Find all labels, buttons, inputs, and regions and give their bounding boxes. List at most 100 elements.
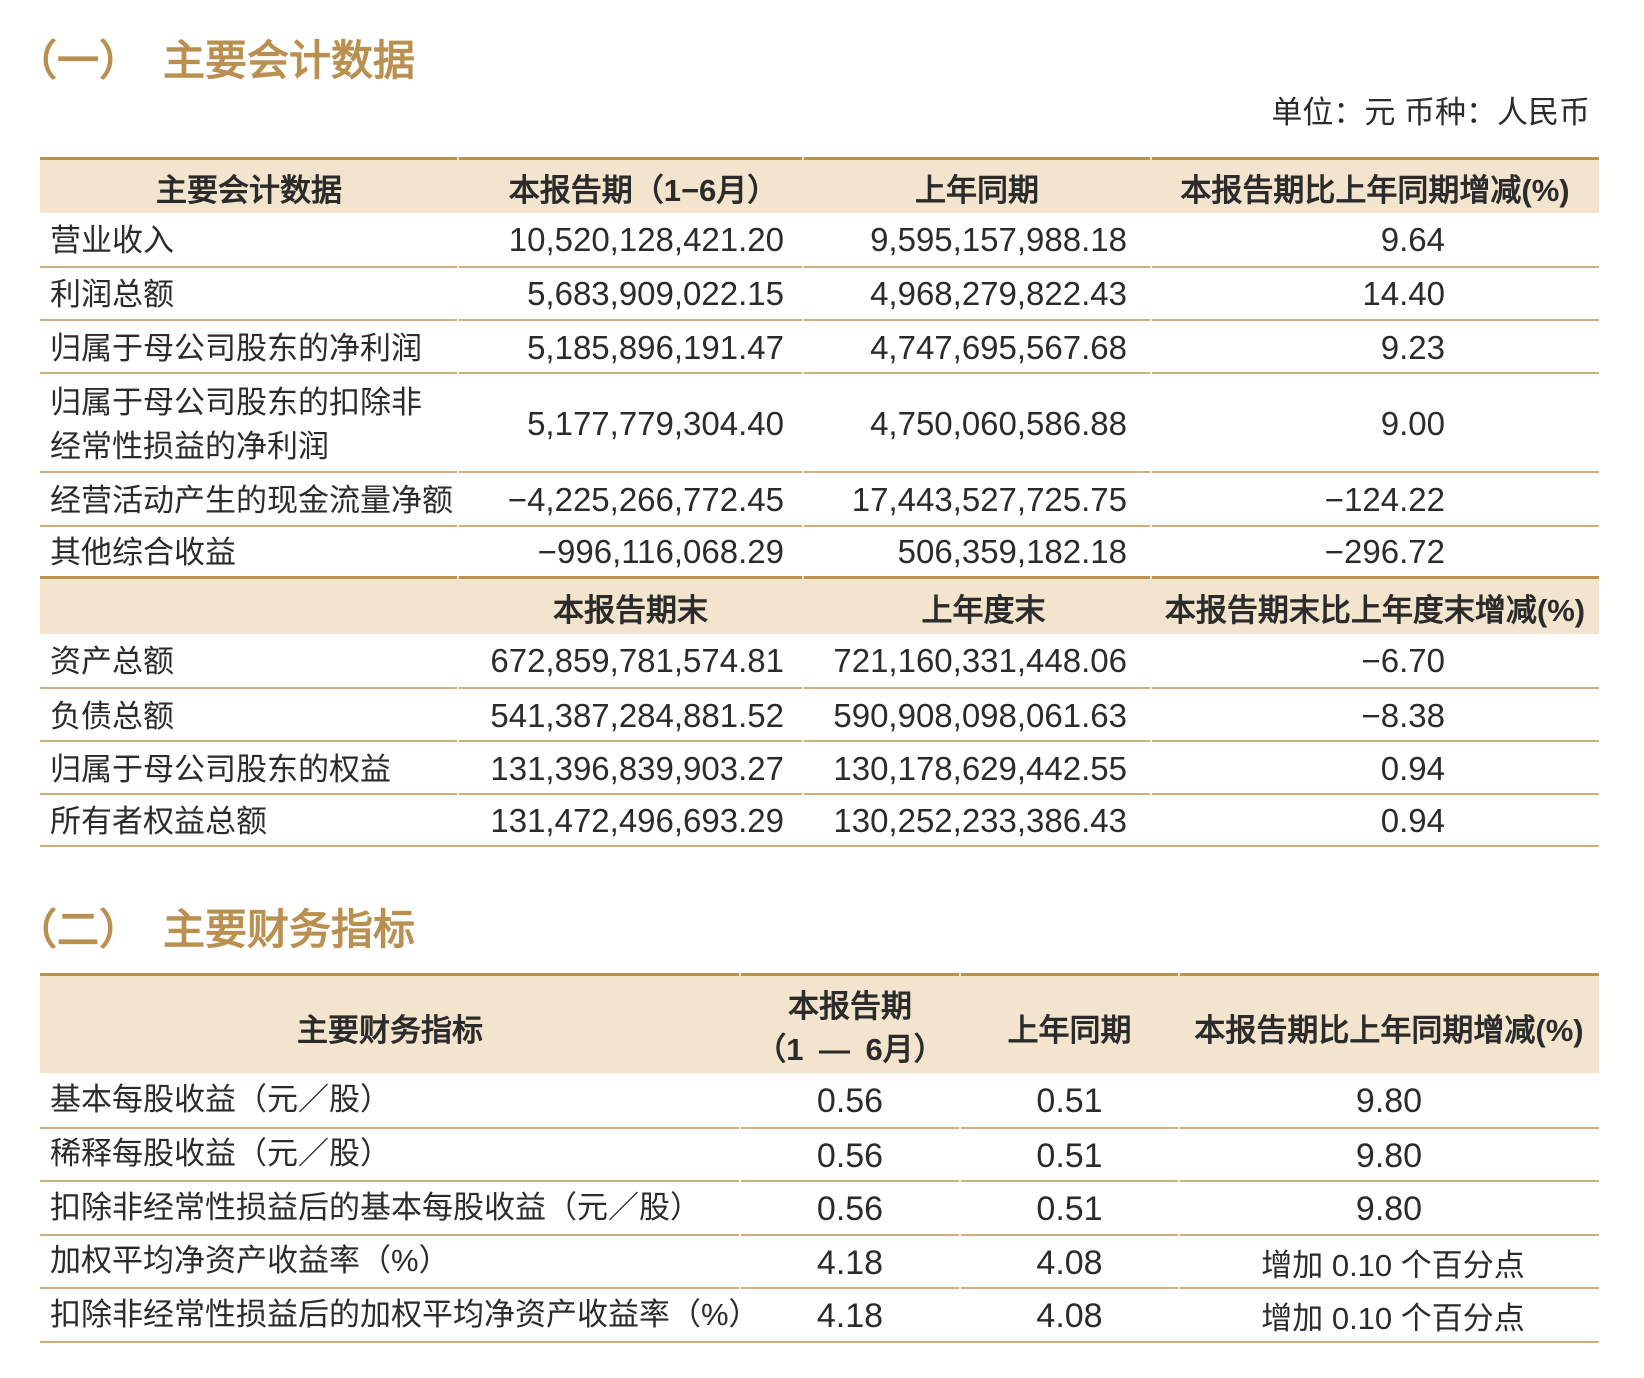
table-grid-notch	[456, 157, 459, 161]
table2-header-item: 主要财务指标	[40, 973, 740, 1073]
table-grid-notch	[801, 372, 804, 374]
row-current: 541,387,284,881.52	[458, 687, 803, 740]
row-change: 9.23	[1151, 319, 1599, 372]
row-current: 5,185,896,191.47	[458, 319, 803, 372]
table1-header2-prior: 上年度末	[803, 576, 1151, 634]
table-row: 资产总额 672,859,781,574.81 721,160,331,448.…	[40, 634, 1599, 688]
row-label: 基本每股收益（元／股）	[50, 1081, 391, 1117]
table-grid-notch	[1150, 319, 1152, 321]
table2-header-current-line1: 本报告期	[788, 989, 912, 1025]
row-label: 归属于母公司股东的扣除非 经常性损益的净利润	[40, 372, 458, 471]
table-grid-notch	[456, 793, 459, 795]
row-label: 营业收入	[50, 223, 174, 258]
row-prior: 506,359,182.18	[803, 524, 1151, 577]
row-prior: 0.51	[960, 1126, 1179, 1181]
row-label: 加权平均净资产收益率（%）	[40, 1233, 740, 1288]
row-change: 9.80	[1179, 1180, 1599, 1234]
table-grid-notch	[958, 1126, 961, 1129]
row-current: 0.56	[740, 1126, 960, 1181]
table-row: 扣除非经常性损益后的加权平均净资产收益率（%） 4.18 4.08 增加 0.1…	[40, 1287, 1599, 1341]
table-grid-notch	[1150, 793, 1152, 795]
row-change: 9.80	[1355, 1082, 1423, 1120]
accounting-data-table: 主要会计数据 本报告期（1−6月） 上年同期 本报告期比上年同期增减(%) 营业…	[40, 157, 1599, 847]
row-prior: 9,595,157,988.18	[870, 221, 1127, 258]
row-current: 4.18	[740, 1233, 960, 1288]
table-row: 经营活动产生的现金流量净额 −4,225,266,772.45 17,443,5…	[40, 471, 1599, 525]
table1-header-period: 主要会计数据 本报告期（1−6月） 上年同期 本报告期比上年同期增减(%)	[40, 157, 1599, 213]
table1-header-current: 本报告期（1−6月）	[458, 157, 803, 213]
table2-header-change: 本报告期比上年同期增减(%)	[1179, 973, 1599, 1073]
row-label: 资产总额	[50, 644, 174, 680]
table1-header2-item	[40, 576, 458, 634]
table2-header: 主要财务指标 本报告期 （1 — 6月） 上年同期 本报告期比上年同期增减(%)	[40, 973, 1599, 1073]
table-grid-notch	[801, 265, 804, 268]
row-current: 131,472,496,693.29	[458, 793, 803, 845]
table-grid-notch	[801, 319, 804, 321]
table-row: 归属于母公司股东的权益 131,396,839,903.27 130,178,6…	[40, 740, 1599, 793]
row-label: 扣除非经常性损益后的基本每股收益（元／股）	[40, 1180, 740, 1234]
section2-title: 主要财务指标	[163, 906, 416, 953]
table-grid-notch	[739, 973, 741, 977]
table1-header2-change: 本报告期末比上年度末增减(%)	[1151, 576, 1599, 634]
table-grid-notch	[801, 157, 804, 161]
row-current: 10,520,128,421.20	[508, 221, 784, 258]
table-grid-notch	[801, 740, 804, 742]
row-current: 0.56	[740, 1180, 960, 1234]
table-grid-notch	[456, 524, 459, 527]
row-current: 5,177,779,304.40	[458, 372, 803, 471]
row-prior: 4.08	[960, 1233, 1179, 1288]
table-grid-notch	[958, 1233, 961, 1236]
table2-header-current-lines: 本报告期 （1 — 6月）	[740, 983, 960, 1071]
table-row: 所有者权益总额 131,472,496,693.29 130,252,233,3…	[40, 793, 1599, 845]
row-label: 负债总额	[40, 687, 458, 740]
row-change: −296.72	[1151, 524, 1599, 577]
table2-header-current-line2: （1 — 6月）	[755, 1032, 945, 1068]
row-prior: 590,908,098,061.63	[803, 687, 1151, 740]
section1-title: 主要会计数据	[163, 37, 416, 84]
financial-indicators-table: 主要财务指标 本报告期 （1 — 6月） 上年同期 本报告期比上年同期增减(%) …	[40, 973, 1599, 1343]
row-change: 增加 0.10 个百分点	[1179, 1233, 1599, 1288]
section2-number: （二）	[15, 906, 142, 953]
table-grid-notch	[801, 793, 804, 795]
table-grid-notch	[739, 1126, 741, 1129]
row-label: 归属于母公司股东的权益	[40, 740, 458, 793]
row-label: 稀释每股收益（元／股）	[40, 1126, 740, 1181]
table-grid-notch	[1150, 471, 1152, 473]
row-prior: 721,160,331,448.06	[833, 642, 1127, 680]
row-current: 5,683,909,022.15	[458, 265, 803, 320]
row-label: 归属于母公司股东的净利润	[40, 319, 458, 372]
table-grid-notch	[801, 576, 804, 580]
table-grid-notch	[456, 471, 459, 473]
row-change: 9.64	[1380, 221, 1445, 258]
row-change: 增加 0.10 个百分点	[1179, 1287, 1599, 1341]
table1-header2-current: 本报告期末	[458, 576, 803, 634]
table-grid-notch	[739, 1180, 741, 1182]
row-change: 0.94	[1151, 793, 1599, 845]
table-row: 其他综合收益 −996,116,068.29 506,359,182.18 −2…	[40, 524, 1599, 577]
row-label: 利润总额	[40, 265, 458, 320]
table1-header-prior: 上年同期	[803, 157, 1151, 213]
table-grid-notch	[801, 471, 804, 473]
row-current: −4,225,266,772.45	[458, 471, 803, 525]
table-grid-notch	[1150, 740, 1152, 742]
row-prior: 4,747,695,567.68	[803, 319, 1151, 372]
table-grid-notch	[801, 687, 804, 689]
section1-number: （一）	[15, 37, 142, 84]
row-change: 0.94	[1151, 740, 1599, 793]
row-current: 0.56	[816, 1082, 884, 1120]
row-change: −8.38	[1151, 687, 1599, 740]
row-label: 其他综合收益	[40, 524, 458, 577]
table2-header-current: 本报告期 （1 — 6月）	[740, 973, 960, 1073]
table-grid-notch	[1150, 576, 1152, 580]
table-row: 稀释每股收益（元／股） 0.56 0.51 9.80	[40, 1126, 1599, 1181]
table-row: 归属于母公司股东的扣除非 经常性损益的净利润 5,177,779,304.40 …	[40, 372, 1599, 471]
table-grid-notch	[958, 1287, 961, 1289]
row-prior: 4,750,060,586.88	[803, 372, 1151, 471]
row-prior: 130,252,233,386.43	[803, 793, 1151, 845]
table-grid-notch	[1177, 1126, 1180, 1129]
row-label: 经营活动产生的现金流量净额	[40, 471, 458, 525]
table-grid-notch	[456, 740, 459, 742]
table-row: 营业收入 10,520,128,421.20 9,595,157,988.18 …	[40, 213, 1599, 266]
table-grid-notch	[1177, 1180, 1180, 1182]
row-label: 所有者权益总额	[40, 793, 458, 845]
